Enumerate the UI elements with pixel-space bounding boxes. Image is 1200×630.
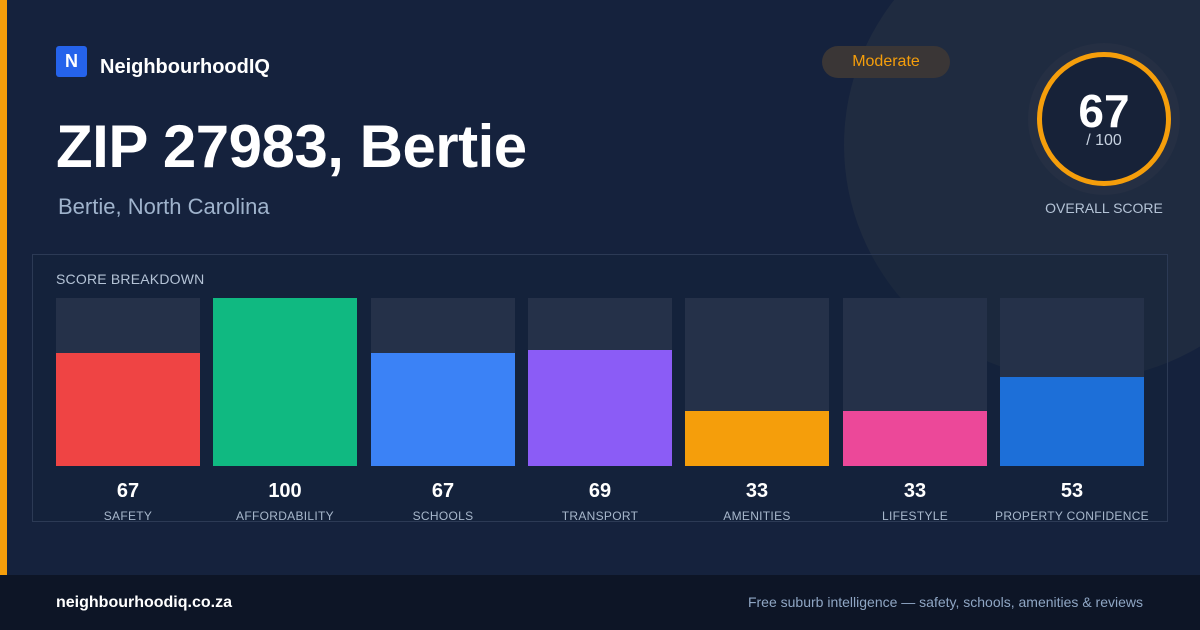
score-bar-track: [213, 298, 357, 466]
score-bar-value: 67: [116, 480, 140, 502]
score-breakdown-title: SCORE BREAKDOWN: [56, 271, 205, 287]
score-bar-track: [56, 298, 200, 466]
score-bar-track: [528, 298, 672, 466]
overall-score-value: 67: [1078, 85, 1130, 137]
score-bar-label: TRANSPORT: [561, 509, 639, 523]
score-bar-label: PROPERTY CONFIDENCE: [995, 509, 1149, 523]
score-bar-value: 69: [588, 480, 612, 502]
brand-name: NeighbourhoodIQ: [100, 56, 270, 78]
score-bar-label: SAFETY: [103, 509, 153, 523]
overall-score-caption: OVERALL SCORE: [1045, 200, 1163, 216]
score-bar-track: [1000, 298, 1144, 466]
score-bar-value: 33: [903, 480, 927, 502]
score-bar-fill: [1000, 377, 1144, 466]
score-bar-track: [843, 298, 987, 466]
footer: [0, 575, 1200, 630]
location-subtitle: Bertie, North Carolina: [58, 194, 270, 219]
score-bar-value: 67: [431, 480, 455, 502]
score-bar-fill: [56, 353, 200, 466]
score-bar-track: [371, 298, 515, 466]
score-bar-value: 33: [745, 480, 769, 502]
footer-tagline: Free suburb intelligence — safety, schoo…: [747, 594, 1143, 610]
footer-domain-link[interactable]: neighbourhoodiq.co.za: [56, 594, 232, 611]
rating-badge: Moderate: [822, 46, 950, 78]
rating-badge-label: Moderate: [852, 53, 920, 70]
score-bar-track: [685, 298, 829, 466]
page-title: ZIP 27983, Bertie: [56, 113, 527, 180]
score-bar-fill: [528, 350, 672, 466]
logo-icon: N: [56, 46, 87, 77]
score-bar-fill: [213, 298, 357, 466]
accent-stripe: [0, 0, 7, 575]
score-bar-label: AFFORDABILITY: [236, 509, 334, 523]
score-bar-value: 100: [268, 480, 302, 502]
score-bar-value: 53: [1060, 480, 1084, 502]
score-bar-label: SCHOOLS: [412, 509, 474, 523]
score-bar-label: LIFESTYLE: [881, 509, 949, 523]
score-bar-fill: [685, 411, 829, 466]
score-bar-label: AMENITIES: [723, 509, 791, 523]
overall-score-max: / 100: [1086, 132, 1122, 149]
score-bar-fill: [843, 411, 987, 466]
overall-score-ring: [1037, 52, 1171, 186]
score-bar-fill: [371, 353, 515, 466]
